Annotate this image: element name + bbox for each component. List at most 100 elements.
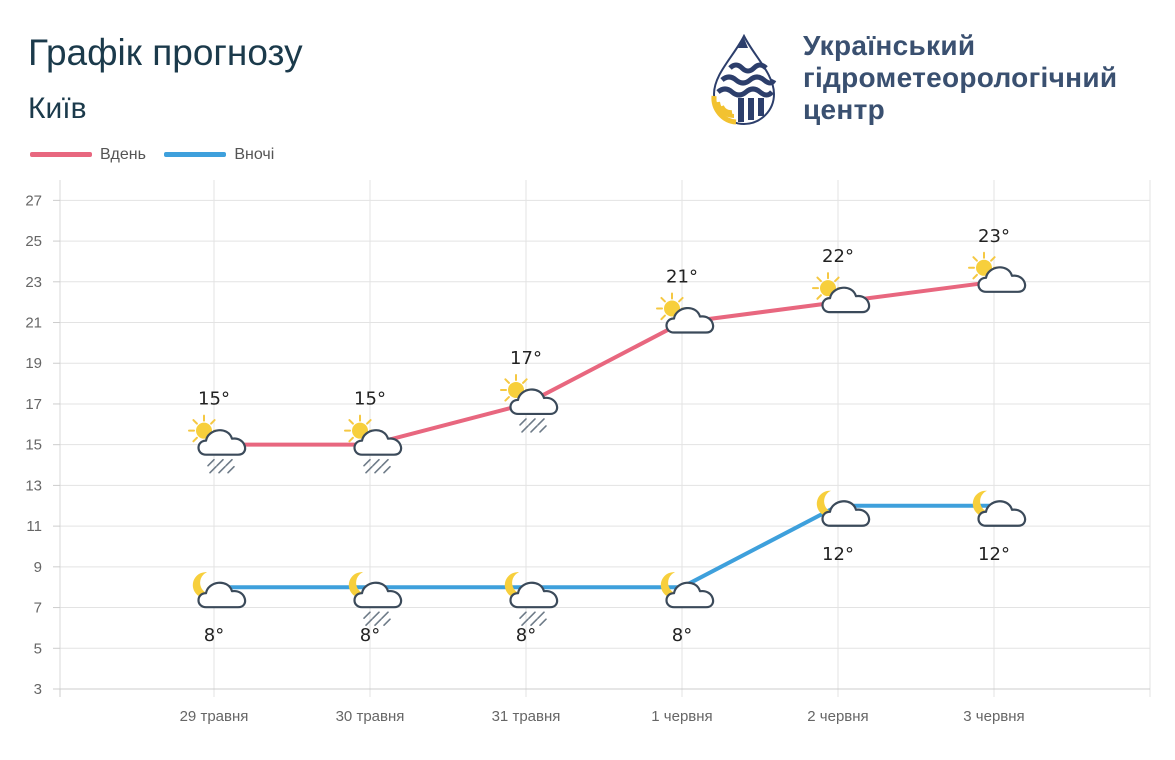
rain-drop: [381, 611, 389, 620]
y-tick-label: 27: [25, 192, 42, 209]
rain-drop: [209, 465, 217, 474]
cloud-shape: [665, 307, 715, 334]
rain-drop: [365, 465, 373, 474]
night-temp-label: 8°: [204, 625, 224, 646]
sun-ray: [348, 419, 354, 425]
rain-drop: [528, 611, 536, 620]
y-tick-label: 25: [25, 233, 42, 250]
ukrhydromet-logo: Український гідрометеорологічний центр: [708, 30, 1148, 130]
cloud-shape: [977, 500, 1027, 527]
rain-drop: [207, 458, 215, 467]
night-temp-label: 8°: [360, 625, 380, 646]
y-tick-label: 23: [25, 274, 42, 291]
rain-drop: [363, 611, 371, 620]
day-temp-label: 17°: [510, 348, 542, 369]
moon-cloud-rain-icon: [348, 572, 403, 627]
sun-ray: [660, 296, 666, 303]
rain-drop: [227, 465, 235, 474]
legend-swatch-night: [164, 152, 227, 157]
sun-cloud-rain-icon: [344, 414, 403, 474]
value-labels: 15° 15° 17° 21° 22° 23° 8° 8° 8° 8° 12° 12°: [198, 226, 1010, 646]
cloud-shape: [353, 429, 403, 456]
logo-line-1: Український: [803, 30, 976, 61]
night-temp-label: 8°: [672, 625, 692, 646]
cloud-shape: [509, 388, 559, 416]
rain-drop: [519, 611, 527, 620]
legend-item-night[interactable]: Вночі: [164, 146, 274, 164]
y-tick-label: 3: [34, 681, 42, 698]
sun-ray: [972, 273, 978, 280]
sun-ray: [210, 419, 216, 425]
legend-swatch-day: [30, 152, 92, 157]
moon-cloud-icon: [972, 490, 1027, 527]
moon-crescent: [816, 490, 840, 517]
rain-drop: [521, 425, 529, 433]
sun-ray: [990, 256, 996, 262]
legend-label-day: Вдень: [100, 145, 146, 163]
cloud-shape: [197, 581, 247, 609]
sun-cloud-rain-icon: [188, 414, 247, 474]
moon-cloud-icon: [816, 490, 871, 527]
night-series-line: [212, 503, 996, 590]
page-title: Графік прогнозу: [28, 32, 303, 73]
x-tick-label: 2 червня: [807, 708, 868, 725]
rain-drop: [537, 418, 545, 426]
rain-drop: [530, 425, 538, 433]
forecast-chart: 3 5 7 9 11 13 15 17 19 21 23 25 27 29 травня 30 травн…: [25, 180, 1151, 725]
chart-grid: [59, 180, 1151, 697]
sun-ray: [366, 419, 372, 425]
rain-drop: [539, 425, 547, 433]
rain-drop: [225, 458, 233, 467]
y-tick-label: 13: [25, 477, 42, 494]
sun-cloud-rain-icon: [500, 373, 559, 433]
sun-ray: [504, 396, 510, 402]
night-temp-label: 12°: [822, 544, 854, 565]
weather-icons: [188, 251, 1027, 627]
day-temp-label: 15°: [198, 389, 230, 410]
droplet-logo-icon: [711, 34, 777, 125]
y-tick-label: 21: [25, 315, 42, 332]
city-name: Київ: [28, 92, 87, 125]
y-tick-label: 11: [26, 518, 42, 535]
day-temp-label: 15°: [354, 389, 386, 410]
cloud-shape: [977, 266, 1027, 293]
moon-cloud-icon: [192, 572, 247, 609]
night-temp-label: 12°: [978, 544, 1010, 565]
cloud-shape: [665, 581, 715, 609]
x-tick-label: 3 червня: [963, 708, 1024, 725]
legend-label-night: Вночі: [234, 145, 275, 163]
x-tick-label: 1 червня: [651, 708, 712, 725]
legend-item-day[interactable]: Вдень: [30, 146, 146, 164]
rain-drop: [372, 611, 380, 620]
cloud-shape: [509, 581, 559, 609]
rain-drop: [519, 418, 527, 426]
rain-drop: [537, 611, 545, 620]
moon-crescent: [192, 572, 216, 599]
rain-drop: [216, 458, 224, 467]
moon-crescent: [348, 572, 372, 599]
sun-cloud-icon: [656, 292, 715, 334]
rain-drop: [383, 618, 391, 627]
sun-ray: [678, 296, 684, 303]
chart-lines: [212, 279, 996, 590]
x-tick-label: 30 травня: [336, 708, 405, 725]
rain-drop: [521, 618, 529, 627]
sun-ray: [660, 314, 666, 321]
moon-crescent: [660, 572, 684, 599]
x-tick-label: 31 травня: [492, 708, 561, 725]
sun-cloud-icon: [968, 251, 1027, 293]
day-temp-label: 23°: [978, 226, 1010, 247]
rain-drop: [218, 465, 226, 474]
logo-line-2: гідрометеорологічний: [803, 62, 1118, 93]
y-tick-label: 15: [25, 437, 42, 454]
rain-drop: [374, 618, 382, 627]
sun-ray: [522, 378, 528, 384]
rain-drop: [383, 465, 391, 474]
moon-cloud-rain-icon: [504, 572, 559, 627]
moon-crescent: [972, 490, 996, 517]
cloud-shape: [821, 500, 871, 527]
cloud-shape: [821, 286, 871, 314]
sun-ray: [504, 378, 510, 384]
rain-drop: [363, 458, 371, 467]
sun-ray: [192, 419, 198, 425]
